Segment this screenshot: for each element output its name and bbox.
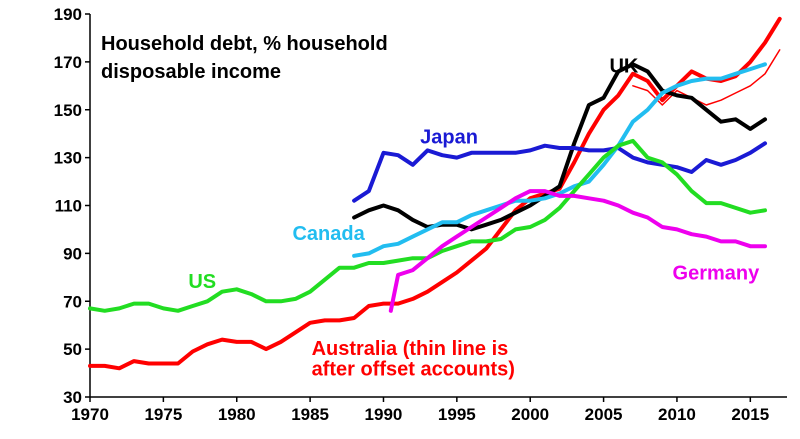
x-tick-label: 1995 [438, 405, 476, 424]
chart-title: Household debt, % household disposable in… [101, 33, 388, 83]
x-tick-label: 1990 [365, 405, 403, 424]
series-line-germany [388, 189, 767, 313]
x-tick-label: 1985 [291, 405, 329, 424]
y-tick-label: 30 [63, 388, 82, 407]
chart-title-line: Household debt, % household [101, 33, 388, 55]
y-tick-label: 90 [63, 244, 82, 263]
y-tick-label: 190 [54, 5, 82, 24]
x-tick-label: 2015 [731, 405, 769, 424]
series-line-uk [352, 62, 767, 232]
series-label: US [188, 271, 216, 293]
y-tick-label: 50 [63, 340, 82, 359]
y-tick-label: 130 [54, 149, 82, 168]
chart-title-line: disposable income [101, 61, 281, 83]
series-label: UK [609, 56, 638, 78]
x-tick-label: 1980 [218, 405, 256, 424]
axes: 30 50 70 90 110 130 150 170 190 1970 1975 1980 1985 1… [54, 5, 787, 424]
y-tick-label: 110 [55, 197, 82, 216]
x-tick-label: 1970 [71, 405, 109, 424]
y-tick-label: 170 [54, 53, 82, 72]
series-label: Canada [292, 223, 365, 245]
x-tick-label: 2000 [511, 405, 549, 424]
series-label: Japan [420, 126, 478, 148]
series-line-canada [352, 62, 767, 258]
series-labels: UK Japan Canada US Germany Australia (thin li… [188, 56, 760, 381]
x-tick-label: 2010 [658, 405, 696, 424]
series-line-australia-thin-line-is [88, 16, 782, 371]
x-tick-label: 1975 [144, 405, 182, 424]
series-label: Australia (thin line is [312, 338, 509, 360]
series-label: after offset accounts) [312, 358, 515, 380]
series-line-japan [352, 141, 767, 203]
y-tick-label: 70 [63, 292, 82, 311]
x-tick-label: 2005 [585, 405, 623, 424]
y-tick-label: 150 [54, 101, 82, 120]
series-label: Germany [673, 263, 761, 285]
series-layer [88, 16, 782, 371]
